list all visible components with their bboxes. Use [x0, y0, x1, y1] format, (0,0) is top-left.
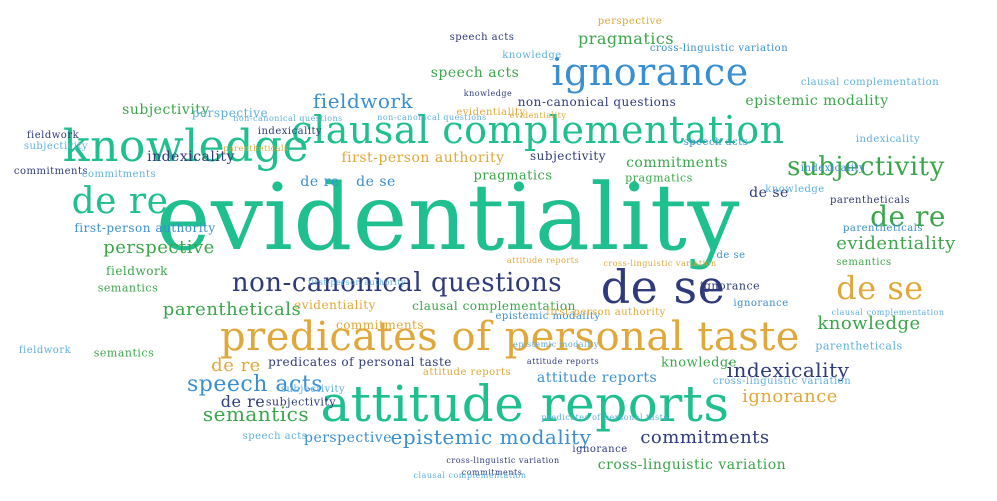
cloud-word-attitude-reports: attitude reports — [422, 367, 512, 378]
cloud-word-semantics: semantics — [836, 257, 892, 268]
cloud-word-non-canonical-questions: non-canonical questions — [517, 95, 677, 109]
cloud-word-subjectivity: subjectivity — [122, 102, 210, 118]
cloud-word-evidentiality: evidentiality — [156, 164, 740, 271]
cloud-word-indexicality: indexicality — [257, 126, 323, 137]
cloud-word-evidentiality: evidentiality — [294, 298, 376, 312]
cloud-word-de-se: de se — [356, 174, 396, 190]
cloud-word-indexicality: indexicality — [800, 163, 866, 174]
cloud-word-de-re: de re — [220, 392, 266, 411]
cloud-word-clausal-complementation: clausal complementation — [412, 299, 576, 313]
cloud-word-speech-acts: speech acts — [187, 372, 323, 397]
cloud-word-attitude-reports: attitude reports — [526, 357, 600, 366]
cloud-word-fieldwork: fieldwork — [312, 89, 414, 113]
cloud-word-predicates-of-personal-taste: predicates of personal taste — [268, 355, 452, 369]
cloud-word-ignorance: ignorance — [699, 279, 761, 293]
cloud-word-de-re: de re — [71, 181, 169, 222]
cloud-word-perspective: perspective — [597, 16, 663, 27]
cloud-word-cross-linguistic-variation: cross-linguistic variation — [712, 376, 852, 387]
cloud-word-commitments: commitments — [461, 468, 523, 477]
cloud-word-clausal-complementation: clausal complementation — [291, 108, 785, 152]
cloud-word-parentheticals: parentheticals — [162, 299, 302, 320]
cloud-word-indexicality: indexicality — [726, 358, 850, 382]
cloud-word-perspective: perspective — [303, 430, 393, 446]
cloud-word-ignorance: ignorance — [733, 298, 789, 309]
cloud-word-knowledge: knowledge — [765, 184, 825, 195]
cloud-word-fieldwork: fieldwork — [106, 264, 168, 278]
cloud-word-knowledge: knowledge — [661, 355, 737, 371]
cloud-word-commitments: commitments — [335, 318, 425, 332]
cloud-word-commitments: commitments — [626, 155, 728, 171]
cloud-word-clausal-complementation: clausal complementation — [831, 308, 945, 317]
cloud-word-cross-linguistic-variation: cross-linguistic variation — [597, 457, 787, 473]
cloud-word-clausal-complementation: clausal complementation — [800, 77, 940, 88]
cloud-word-cross-linguistic-variation: cross-linguistic variation — [446, 456, 560, 465]
cloud-word-indexicality: indexicality — [147, 149, 235, 165]
cloud-word-parentheticals: parentheticals — [830, 195, 910, 206]
cloud-word-ignorance: ignorance — [742, 386, 838, 407]
cloud-word-pragmatics: pragmatics — [577, 29, 675, 48]
cloud-word-ignorance: ignorance — [551, 50, 749, 94]
cloud-word-speech-acts: speech acts — [242, 431, 308, 442]
cloud-word-perspective: perspective — [191, 106, 269, 120]
cloud-word-parentheticals: parentheticals — [843, 223, 923, 234]
cloud-word-parentheticals: parentheticals — [223, 144, 289, 153]
cloud-word-subjectivity: subjectivity — [280, 384, 346, 395]
cloud-word-attitude-reports: attitude reports — [536, 370, 658, 386]
cloud-word-fieldwork: fieldwork — [18, 345, 72, 356]
cloud-word-pragmatics: pragmatics — [473, 168, 553, 184]
cloud-word-commitments: commitments — [640, 427, 770, 448]
cloud-word-de-re: de re — [211, 355, 261, 376]
cloud-word-predicates-of-personal-taste: predicates of personal taste — [541, 413, 669, 422]
cloud-word-de-se: de se — [600, 260, 726, 314]
cloud-word-pragmatics: pragmatics — [625, 171, 693, 185]
cloud-word-de-re: de re — [300, 174, 340, 190]
cloud-word-knowledge: knowledge — [62, 121, 310, 172]
cloud-word-evidentiality: evidentiality — [456, 107, 526, 118]
cloud-word-epistemic-modality: epistemic modality — [390, 425, 592, 449]
cloud-word-commitments: commitments — [81, 169, 157, 180]
cloud-word-first-person-authority: first-person authority — [341, 150, 505, 166]
cloud-word-first-person-authority: first-person authority — [308, 278, 406, 287]
cloud-word-predicates-of-personal-taste: predicates of personal taste — [220, 314, 800, 360]
cloud-word-de-re: de re — [870, 200, 946, 233]
cloud-word-subjectivity: subjectivity — [265, 395, 337, 409]
cloud-word-subjectivity: subjectivity — [530, 149, 606, 163]
cloud-word-attitude-reports: attitude reports — [320, 375, 730, 433]
cloud-word-semantics: semantics — [97, 281, 159, 295]
cloud-word-fieldwork: fieldwork — [26, 130, 80, 141]
cloud-word-evidentiality: evidentiality — [836, 233, 956, 254]
cloud-word-knowledge: knowledge — [463, 89, 513, 98]
cloud-word-perspective: perspective — [103, 237, 215, 258]
cloud-word-de-se: de se — [749, 185, 789, 201]
cloud-word-speech-acts: speech acts — [683, 137, 749, 148]
cloud-word-speech-acts: speech acts — [449, 32, 515, 43]
cloud-word-subjectivity: subjectivity — [23, 141, 89, 152]
cloud-word-evidentiality: evidentiality — [509, 111, 567, 120]
cloud-word-indexicality: indexicality — [855, 134, 921, 145]
cloud-word-semantics: semantics — [202, 402, 310, 426]
cloud-word-semantics: semantics — [93, 346, 155, 360]
cloud-word-clausal-complementation: clausal complementation — [413, 471, 527, 480]
cloud-word-parentheticals: parentheticals — [815, 339, 903, 353]
cloud-word-epistemic-modality: epistemic modality — [513, 340, 599, 349]
cloud-word-commitments: commitments — [13, 166, 89, 177]
cloud-word-epistemic-modality: epistemic modality — [745, 93, 889, 109]
cloud-word-non-canonical-questions: non-canonical questions — [377, 113, 487, 122]
cloud-word-attitude-reports: attitude reports — [506, 256, 580, 265]
cloud-word-de-se: de se — [716, 250, 746, 261]
cloud-word-ignorance: ignorance — [572, 444, 628, 455]
cloud-word-first-person-authority: first-person authority — [74, 221, 216, 235]
cloud-word-subjectivity: subjectivity — [787, 152, 945, 182]
cloud-word-first-person-authority: first-person authority — [546, 307, 666, 318]
cloud-word-non-canonical-questions: non-canonical questions — [231, 268, 563, 298]
cloud-word-epistemic-modality: epistemic modality — [495, 311, 601, 322]
cloud-word-knowledge: knowledge — [502, 50, 562, 61]
cloud-word-knowledge: knowledge — [817, 313, 921, 334]
cloud-word-speech-acts: speech acts — [430, 65, 520, 81]
cloud-word-cross-linguistic-variation: cross-linguistic variation — [603, 259, 717, 268]
cloud-word-non-canonical-questions: non-canonical questions — [233, 114, 343, 123]
cloud-word-cross-linguistic-variation: cross-linguistic variation — [649, 43, 789, 54]
cloud-word-de-se: de se — [836, 269, 924, 307]
